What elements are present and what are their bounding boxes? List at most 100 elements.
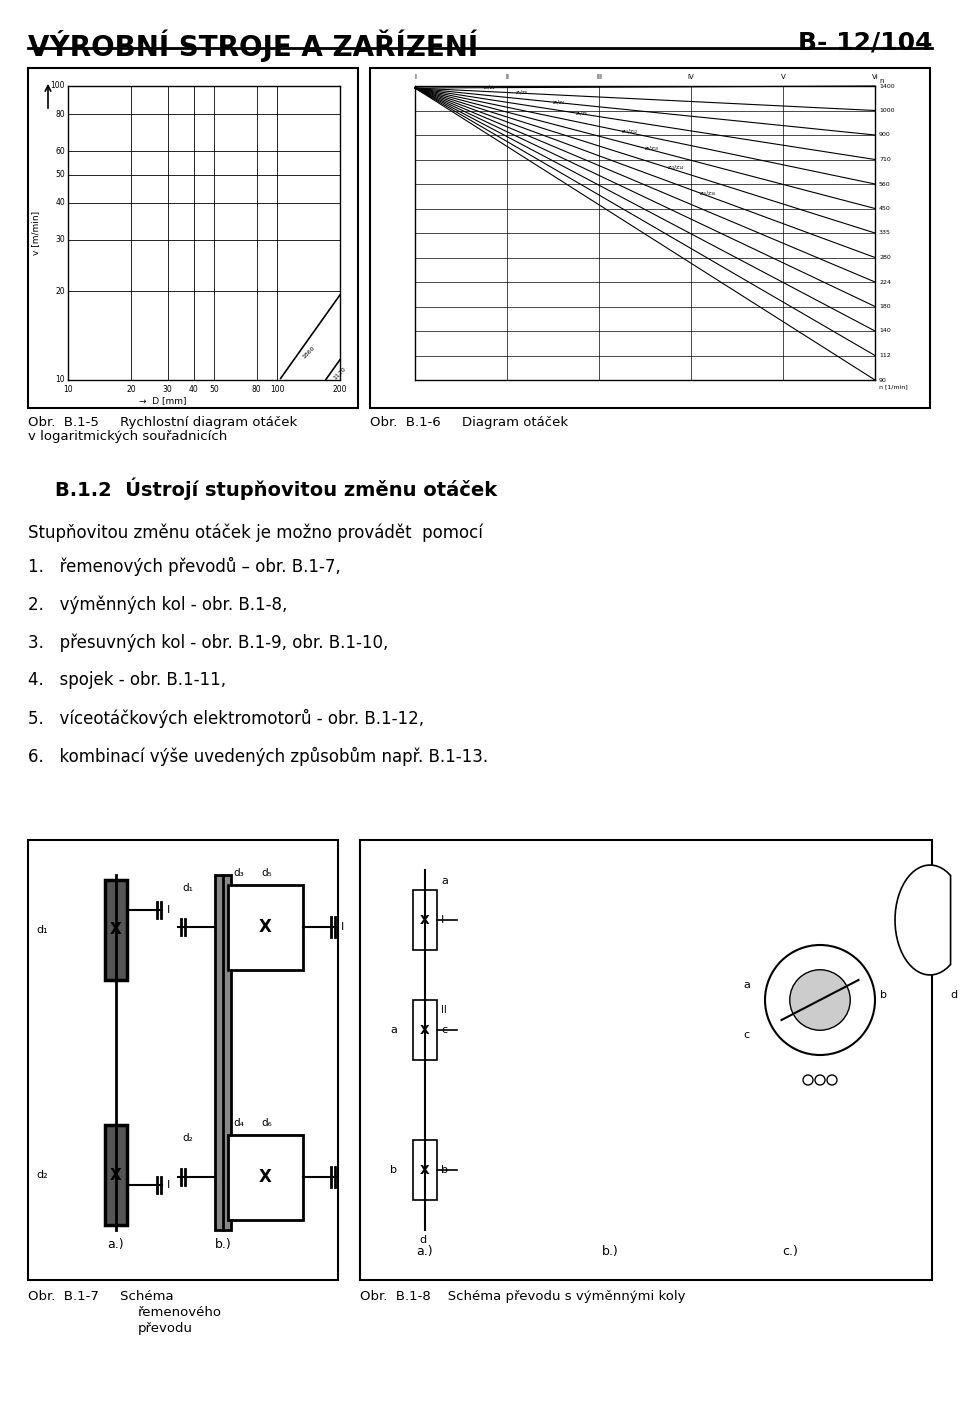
Text: 90: 90 [879, 377, 887, 383]
Bar [105, 881, 127, 980]
Text: d₂: d₂ [36, 1170, 48, 1180]
Bar [228, 1134, 303, 1219]
Text: a: a [390, 1025, 397, 1035]
Circle shape [765, 944, 875, 1055]
Text: 1860: 1860 [301, 346, 316, 360]
Text: 10: 10 [56, 376, 65, 384]
Text: z₁₃/z₁₄: z₁₃/z₁₄ [668, 164, 684, 170]
Text: a.): a.) [417, 1245, 433, 1258]
Text: z₁/z₈: z₁/z₈ [516, 89, 528, 95]
Text: v logaritmických souřadnicích: v logaritmických souřadnicích [28, 430, 228, 442]
Circle shape [815, 1075, 825, 1085]
Text: Obr.  B.1-6     Diagram otáček: Obr. B.1-6 Diagram otáček [370, 415, 568, 430]
Bar [370, 68, 930, 408]
Text: 1000: 1000 [879, 108, 895, 113]
Text: 10: 10 [63, 386, 73, 394]
Text: d₁: d₁ [182, 883, 193, 893]
Text: 80: 80 [252, 386, 262, 394]
Text: 2.   výměnných kol - obr. B.1-8,: 2. výměnných kol - obr. B.1-8, [28, 596, 287, 614]
Text: 200: 200 [333, 386, 348, 394]
Text: VI: VI [872, 74, 878, 79]
Text: 560: 560 [879, 182, 891, 187]
Text: 112: 112 [879, 353, 891, 357]
Text: řemenového: řemenového [138, 1306, 222, 1319]
Text: 4.   spojek - obr. B.1-11,: 4. spojek - obr. B.1-11, [28, 671, 227, 689]
Text: I: I [167, 905, 170, 915]
Text: Obr.  B.1-8    Schéma převodu s výměnnými koly: Obr. B.1-8 Schéma převodu s výměnnými ko… [360, 1290, 685, 1303]
Bar [228, 885, 303, 970]
Text: b: b [880, 990, 887, 1000]
Text: VÝROBNÍ STROJE A ZAŘÍZENÍ: VÝROBNÍ STROJE A ZAŘÍZENÍ [28, 30, 478, 62]
Text: 335: 335 [879, 231, 891, 235]
Bar [28, 68, 358, 408]
Text: I: I [414, 74, 416, 79]
Text: Stupňovitou změnu otáček je možno provádět  pomocí: Stupňovitou změnu otáček je možno provád… [28, 523, 483, 542]
Text: X: X [258, 1168, 272, 1185]
Text: B- 12/104: B- 12/104 [798, 30, 932, 54]
Text: 280: 280 [879, 255, 891, 259]
Text: z₁₅/z₁₆: z₁₅/z₁₆ [700, 190, 716, 196]
Text: a.): a.) [108, 1238, 124, 1251]
Text: 20: 20 [56, 286, 65, 296]
Bar [215, 875, 231, 1229]
Text: z₉/z₁₀: z₉/z₁₀ [645, 145, 660, 150]
Text: 50: 50 [56, 170, 65, 179]
Text: d: d [420, 1235, 426, 1245]
Text: z₃/z₄: z₃/z₄ [553, 99, 565, 104]
Text: 1.   řemenových převodů – obr. B.1-7,: 1. řemenových převodů – obr. B.1-7, [28, 557, 341, 576]
Text: IV: IV [687, 74, 694, 79]
Text: 60: 60 [56, 146, 65, 156]
Bar [413, 891, 437, 950]
Text: X: X [110, 1167, 122, 1183]
Text: c.): c.) [782, 1245, 798, 1258]
Text: d₄: d₄ [233, 1117, 244, 1127]
Text: 40: 40 [189, 386, 199, 394]
Text: d: d [950, 990, 957, 1000]
Text: X: X [420, 1024, 430, 1037]
Circle shape [803, 1075, 813, 1085]
Bar [360, 839, 932, 1280]
Text: B.1.2  Ústrojí stupňovitou změnu otáček: B.1.2 Ústrojí stupňovitou změnu otáček [55, 478, 497, 501]
Text: c: c [441, 1025, 447, 1035]
Text: X: X [420, 913, 430, 926]
Text: d₁: d₁ [36, 925, 48, 934]
Text: b: b [441, 1166, 448, 1176]
Text: a: a [743, 980, 750, 990]
Text: 5.   víceotáčkových elektromotorů - obr. B.1-12,: 5. víceotáčkových elektromotorů - obr. B… [28, 709, 424, 727]
Text: 3.   přesuvných kol - obr. B.1-9, obr. B.1-10,: 3. přesuvných kol - obr. B.1-9, obr. B.1… [28, 632, 389, 651]
Text: b.): b.) [602, 1245, 618, 1258]
Text: I: I [167, 1180, 170, 1190]
Text: 1120: 1120 [333, 367, 348, 381]
Text: I: I [341, 922, 345, 932]
Text: 180: 180 [879, 303, 891, 309]
Text: 224: 224 [879, 279, 891, 285]
Text: →  D [mm]: → D [mm] [139, 396, 187, 406]
Text: I: I [441, 915, 444, 925]
Circle shape [827, 1075, 837, 1085]
Text: d₃: d₃ [233, 868, 244, 878]
Text: 1400: 1400 [879, 84, 895, 88]
Text: z₁/z₂: z₁/z₂ [484, 85, 496, 89]
Text: 710: 710 [879, 157, 891, 162]
Text: 900: 900 [879, 132, 891, 138]
Text: z₁₁/z₁₂: z₁₁/z₁₂ [622, 128, 638, 133]
Bar [28, 839, 338, 1280]
Text: 140: 140 [879, 329, 891, 333]
Text: II: II [505, 74, 509, 79]
Bar [413, 1140, 437, 1200]
Text: n [1/min]: n [1/min] [879, 384, 908, 389]
Text: 40: 40 [56, 199, 65, 207]
Text: b.): b.) [215, 1238, 231, 1251]
Text: X: X [258, 917, 272, 936]
Text: 6.   kombinací výše uvedených způsobům např. B.1-13.: 6. kombinací výše uvedených způsobům nap… [28, 747, 488, 766]
Bar [105, 1124, 127, 1225]
Text: 80: 80 [56, 111, 65, 119]
Text: c: c [744, 1029, 750, 1039]
Polygon shape [895, 865, 950, 976]
Text: v [m/min]: v [m/min] [32, 211, 40, 255]
Text: 100: 100 [51, 81, 65, 91]
Bar [413, 1000, 437, 1061]
Text: 30: 30 [163, 386, 173, 394]
Text: převodu: převodu [138, 1322, 193, 1334]
Text: Obr.  B.1-7     Schéma: Obr. B.1-7 Schéma [28, 1290, 174, 1303]
